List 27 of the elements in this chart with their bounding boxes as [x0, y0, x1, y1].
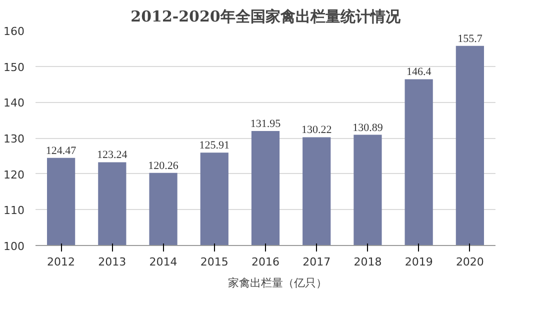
data-label: 131.95	[250, 118, 282, 130]
x-tick-label: 2020	[456, 256, 484, 268]
x-tick-label: 2016	[252, 256, 280, 268]
chart-title: 2012-2020年全国家禽出栏量统计情况	[130, 8, 402, 26]
x-tick-label: 2012	[47, 256, 76, 268]
data-label: 125.91	[199, 140, 230, 152]
data-label: 123.24	[97, 149, 128, 162]
data-label: 124.47	[46, 144, 77, 157]
data-label: 130.22	[301, 124, 332, 136]
y-tick-label: 160	[4, 25, 25, 38]
x-tick-label: 2018	[354, 256, 382, 268]
y-tick-label: 130	[4, 132, 25, 146]
y-tick-label: 140	[4, 96, 25, 110]
data-label: 155.7	[458, 32, 483, 45]
x-tick-label: 2013	[98, 256, 126, 268]
y-tick-label: 110	[4, 204, 25, 218]
data-label: 146.4	[406, 66, 432, 78]
x-tick-label: 2017	[302, 256, 331, 268]
y-tick-label: 120	[4, 168, 25, 182]
x-tick-label: 2019	[404, 256, 433, 268]
data-label: 120.26	[148, 160, 179, 172]
y-tick-label: 100	[4, 240, 25, 253]
text: 家禽出栏量（亿只）	[228, 276, 327, 290]
data-label: 130.89	[352, 122, 384, 134]
x-tick-label: 2015	[200, 256, 228, 268]
y-tick-label: 150	[4, 60, 25, 74]
x-tick-label: 2014	[149, 256, 178, 268]
